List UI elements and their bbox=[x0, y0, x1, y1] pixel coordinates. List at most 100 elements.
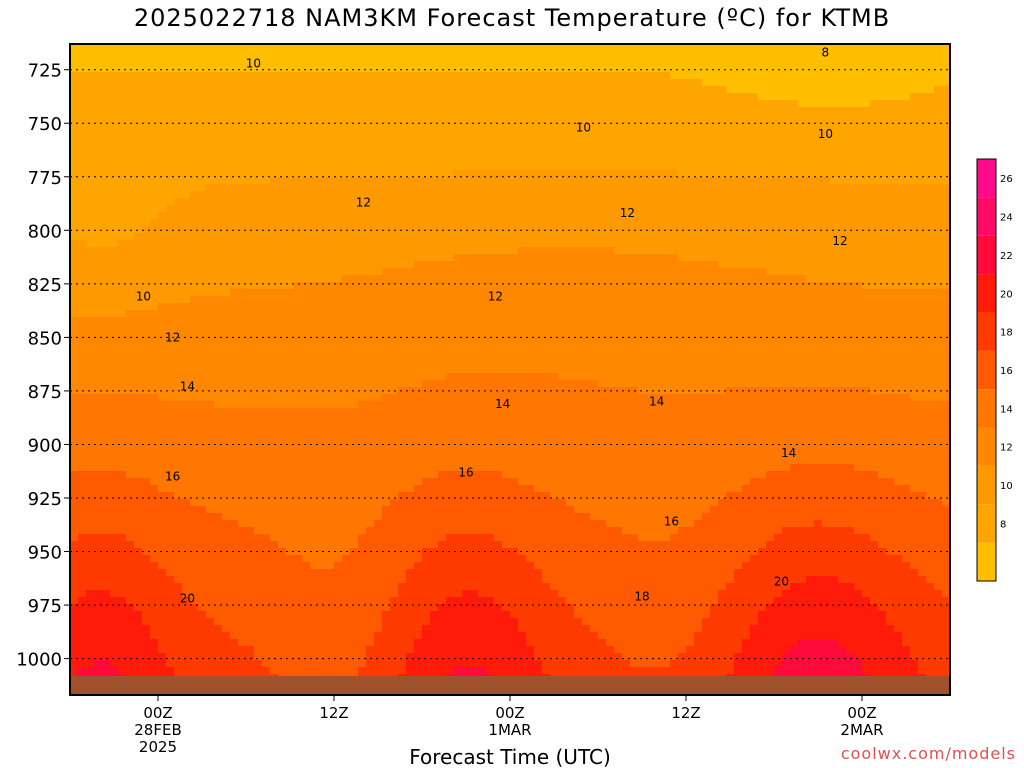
temperature-cell bbox=[358, 408, 367, 416]
temperature-cell bbox=[166, 317, 175, 325]
temperature-cell bbox=[438, 219, 447, 227]
temperature-cell bbox=[310, 464, 319, 472]
temperature-cell bbox=[198, 422, 207, 430]
temperature-cell bbox=[190, 121, 199, 129]
temperature-cell bbox=[206, 86, 215, 94]
temperature-cell bbox=[182, 499, 191, 507]
temperature-cell bbox=[438, 191, 447, 199]
temperature-cell bbox=[422, 394, 431, 402]
temperature-cell bbox=[102, 226, 111, 234]
temperature-cell bbox=[446, 541, 455, 549]
temperature-cell bbox=[390, 310, 399, 318]
temperature-cell bbox=[190, 597, 199, 605]
temperature-cell bbox=[478, 457, 487, 465]
temperature-cell bbox=[222, 233, 231, 241]
temperature-cell bbox=[382, 646, 391, 654]
temperature-cell bbox=[134, 205, 143, 213]
temperature-cell bbox=[470, 163, 479, 171]
temperature-cell bbox=[366, 72, 375, 80]
temperature-cell bbox=[286, 632, 295, 640]
temperature-cell bbox=[342, 289, 351, 297]
temperature-cell bbox=[214, 212, 223, 220]
temperature-cell bbox=[486, 205, 495, 213]
temperature-cell bbox=[86, 72, 95, 80]
temperature-cell bbox=[326, 499, 335, 507]
temperature-cell bbox=[326, 261, 335, 269]
temperature-cell bbox=[334, 149, 343, 157]
temperature-cell bbox=[126, 163, 135, 171]
temperature-cell bbox=[102, 261, 111, 269]
temperature-cell bbox=[222, 618, 231, 626]
temperature-cell bbox=[214, 562, 223, 570]
temperature-cell bbox=[102, 58, 111, 66]
temperature-cell bbox=[158, 408, 167, 416]
temperature-cell bbox=[158, 289, 167, 297]
temperature-cell bbox=[454, 86, 463, 94]
temperature-cell bbox=[166, 268, 175, 276]
temperature-cell bbox=[422, 597, 431, 605]
temperature-cell bbox=[406, 317, 415, 325]
temperature-cell bbox=[78, 142, 87, 150]
temperature-cell bbox=[494, 156, 503, 164]
temperature-cell bbox=[110, 107, 119, 115]
temperature-cell bbox=[422, 345, 431, 353]
temperature-cell bbox=[254, 667, 263, 675]
temperature-cell bbox=[334, 44, 343, 52]
temperature-cell bbox=[174, 121, 183, 129]
temperature-cell bbox=[342, 597, 351, 605]
temperature-cell bbox=[246, 135, 255, 143]
temperature-cell bbox=[126, 499, 135, 507]
temperature-cell bbox=[238, 170, 247, 178]
temperature-cell bbox=[126, 212, 135, 220]
temperature-cell bbox=[190, 254, 199, 262]
temperature-cell bbox=[70, 93, 79, 101]
temperature-cell bbox=[230, 625, 239, 633]
temperature-cell bbox=[118, 359, 127, 367]
temperature-cell bbox=[414, 464, 423, 472]
temperature-cell bbox=[398, 499, 407, 507]
temperature-cell bbox=[182, 65, 191, 73]
temperature-cell bbox=[430, 387, 439, 395]
temperature-cell bbox=[102, 443, 111, 451]
temperature-cell bbox=[494, 254, 503, 262]
temperature-cell bbox=[342, 611, 351, 619]
temperature-cell bbox=[358, 387, 367, 395]
temperature-cell bbox=[150, 555, 159, 563]
temperature-cell bbox=[446, 163, 455, 171]
temperature-cell bbox=[86, 639, 95, 647]
temperature-cell bbox=[478, 443, 487, 451]
temperature-cell bbox=[246, 128, 255, 136]
temperature-cell bbox=[294, 303, 303, 311]
temperature-cell bbox=[334, 240, 343, 248]
temperature-cell bbox=[414, 541, 423, 549]
temperature-cell bbox=[198, 44, 207, 52]
temperature-cell bbox=[118, 471, 127, 479]
temperature-cell bbox=[406, 58, 415, 66]
temperature-cell bbox=[414, 625, 423, 633]
temperature-cell bbox=[198, 226, 207, 234]
temperature-cell bbox=[78, 471, 87, 479]
temperature-cell bbox=[150, 254, 159, 262]
temperature-cell bbox=[238, 401, 247, 409]
temperature-cell bbox=[286, 387, 295, 395]
temperature-cell bbox=[350, 177, 359, 185]
temperature-cell bbox=[174, 401, 183, 409]
temperature-cell bbox=[262, 198, 271, 206]
temperature-cell bbox=[278, 618, 287, 626]
temperature-cell bbox=[182, 135, 191, 143]
temperature-cell bbox=[126, 275, 135, 283]
temperature-cell bbox=[214, 282, 223, 290]
temperature-cell bbox=[310, 247, 319, 255]
temperature-cell bbox=[86, 44, 95, 52]
temperature-cell bbox=[286, 422, 295, 430]
temperature-cell bbox=[398, 44, 407, 52]
temperature-cell bbox=[478, 240, 487, 248]
temperature-cell bbox=[486, 373, 495, 381]
temperature-cell bbox=[326, 79, 335, 87]
temperature-cell bbox=[110, 170, 119, 178]
temperature-cell bbox=[398, 387, 407, 395]
temperature-cell bbox=[326, 541, 335, 549]
temperature-cell bbox=[262, 310, 271, 318]
temperature-cell bbox=[430, 436, 439, 444]
temperature-cell bbox=[454, 65, 463, 73]
